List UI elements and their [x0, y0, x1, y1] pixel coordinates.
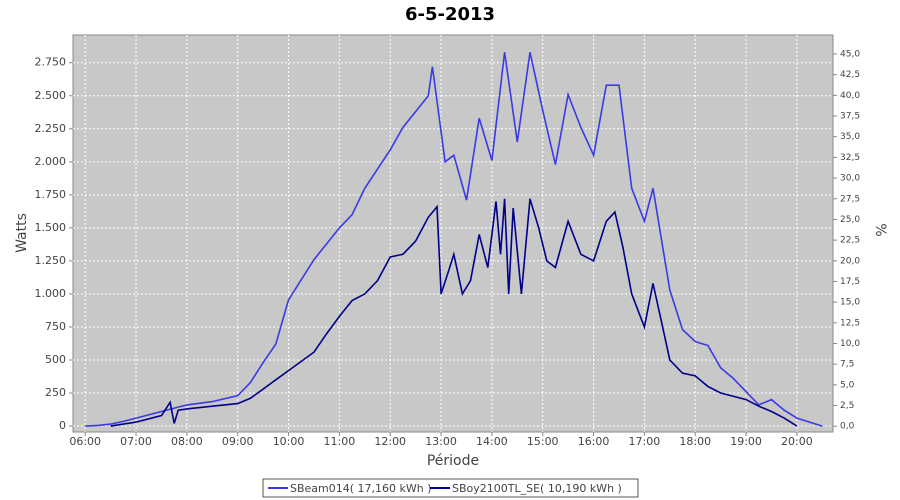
- x-tick-label: 19:00: [730, 435, 762, 448]
- y-tick-label: 2.500: [35, 89, 67, 102]
- y2-tick-label: 30,0: [840, 174, 860, 184]
- y-tick-label: 1.250: [35, 254, 67, 267]
- x-tick-label: 18:00: [679, 435, 711, 448]
- x-axis-label: Période: [427, 453, 479, 469]
- x-tick-label: 12:00: [374, 435, 406, 448]
- y-tick-label: 1.500: [35, 221, 67, 234]
- y-axis-label: Watts: [14, 213, 30, 253]
- x-tick-label: 07:00: [120, 435, 152, 448]
- x-tick-label: 16:00: [578, 435, 610, 448]
- x-tick-label: 11:00: [324, 435, 356, 448]
- y2-tick-label: 0,0: [840, 422, 855, 432]
- y2-tick-label: 7,5: [840, 360, 854, 370]
- y-tick-label: 0: [59, 419, 66, 432]
- y2-tick-label: 12,5: [840, 318, 860, 328]
- y2-tick-label: 42,5: [840, 70, 860, 80]
- y2-tick-label: 22,5: [840, 236, 860, 246]
- plot-area: [72, 34, 834, 433]
- y2-tick-label: 5,0: [840, 380, 855, 390]
- series-line: [110, 198, 798, 427]
- x-tick-label: 10:00: [273, 435, 305, 448]
- legend-label: SBoy2100TL_SE( 10,190 kWh ): [452, 482, 622, 495]
- x-tick-label: 09:00: [222, 435, 254, 448]
- y-tick-label: 2.750: [35, 56, 67, 69]
- y-tick-label: 2.000: [35, 155, 67, 168]
- y2-tick-label: 2,5: [840, 401, 854, 411]
- y2-tick-label: 15,0: [840, 298, 860, 308]
- y-tick-label: 750: [45, 320, 66, 333]
- y2-tick-label: 17,5: [840, 277, 860, 287]
- x-tick-label: 06:00: [69, 435, 101, 448]
- y2-tick-label: 25,0: [840, 215, 860, 225]
- y-tick-label: 2.250: [35, 122, 67, 135]
- x-tick-label: 17:00: [629, 435, 661, 448]
- y2-tick-label: 27,5: [840, 194, 860, 204]
- y-tick-label: 500: [45, 353, 66, 366]
- legend-label: SBeam014( 17,160 kWh ): [290, 482, 432, 495]
- y2-tick-label: 10,0: [840, 339, 860, 349]
- y-tick-label: 250: [45, 386, 66, 399]
- y2-tick-label: 40,0: [840, 91, 860, 101]
- x-tick-label: 13:00: [425, 435, 457, 448]
- y2-tick-label: 32,5: [840, 153, 860, 163]
- y-tick-label: 1.000: [35, 287, 67, 300]
- y2-tick-label: 45,0: [840, 50, 860, 60]
- x-tick-label: 08:00: [171, 435, 203, 448]
- y-tick-label: 1.750: [35, 188, 67, 201]
- x-tick-label: 20:00: [781, 435, 813, 448]
- y2-axis-label: %: [872, 223, 888, 236]
- x-tick-label: 15:00: [527, 435, 559, 448]
- series-line: [85, 52, 823, 427]
- y2-tick-label: 20,0: [840, 256, 860, 266]
- x-tick-label: 14:00: [476, 435, 508, 448]
- y2-tick-label: 35,0: [840, 132, 860, 142]
- legend-box: [262, 478, 639, 498]
- chart-title: 6-5-2013: [405, 4, 495, 25]
- y2-tick-label: 37,5: [840, 112, 860, 122]
